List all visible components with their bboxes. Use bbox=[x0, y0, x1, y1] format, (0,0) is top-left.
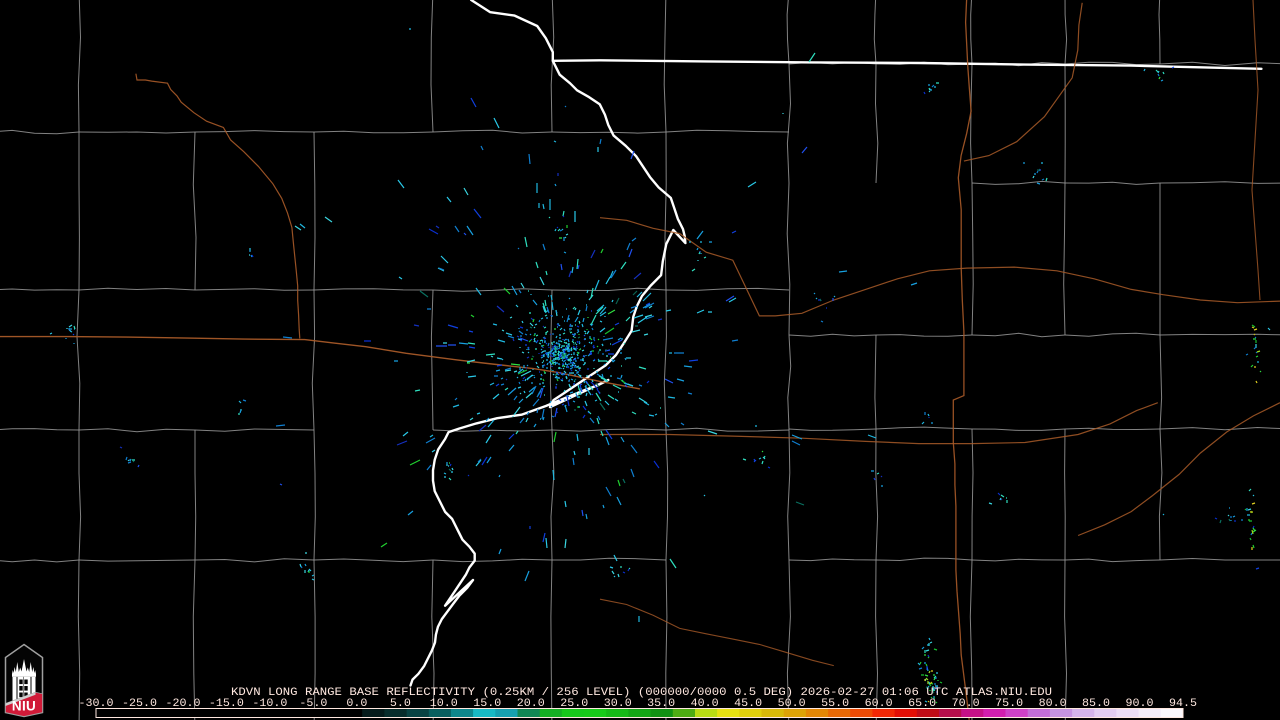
svg-text:NIU: NIU bbox=[12, 699, 36, 714]
